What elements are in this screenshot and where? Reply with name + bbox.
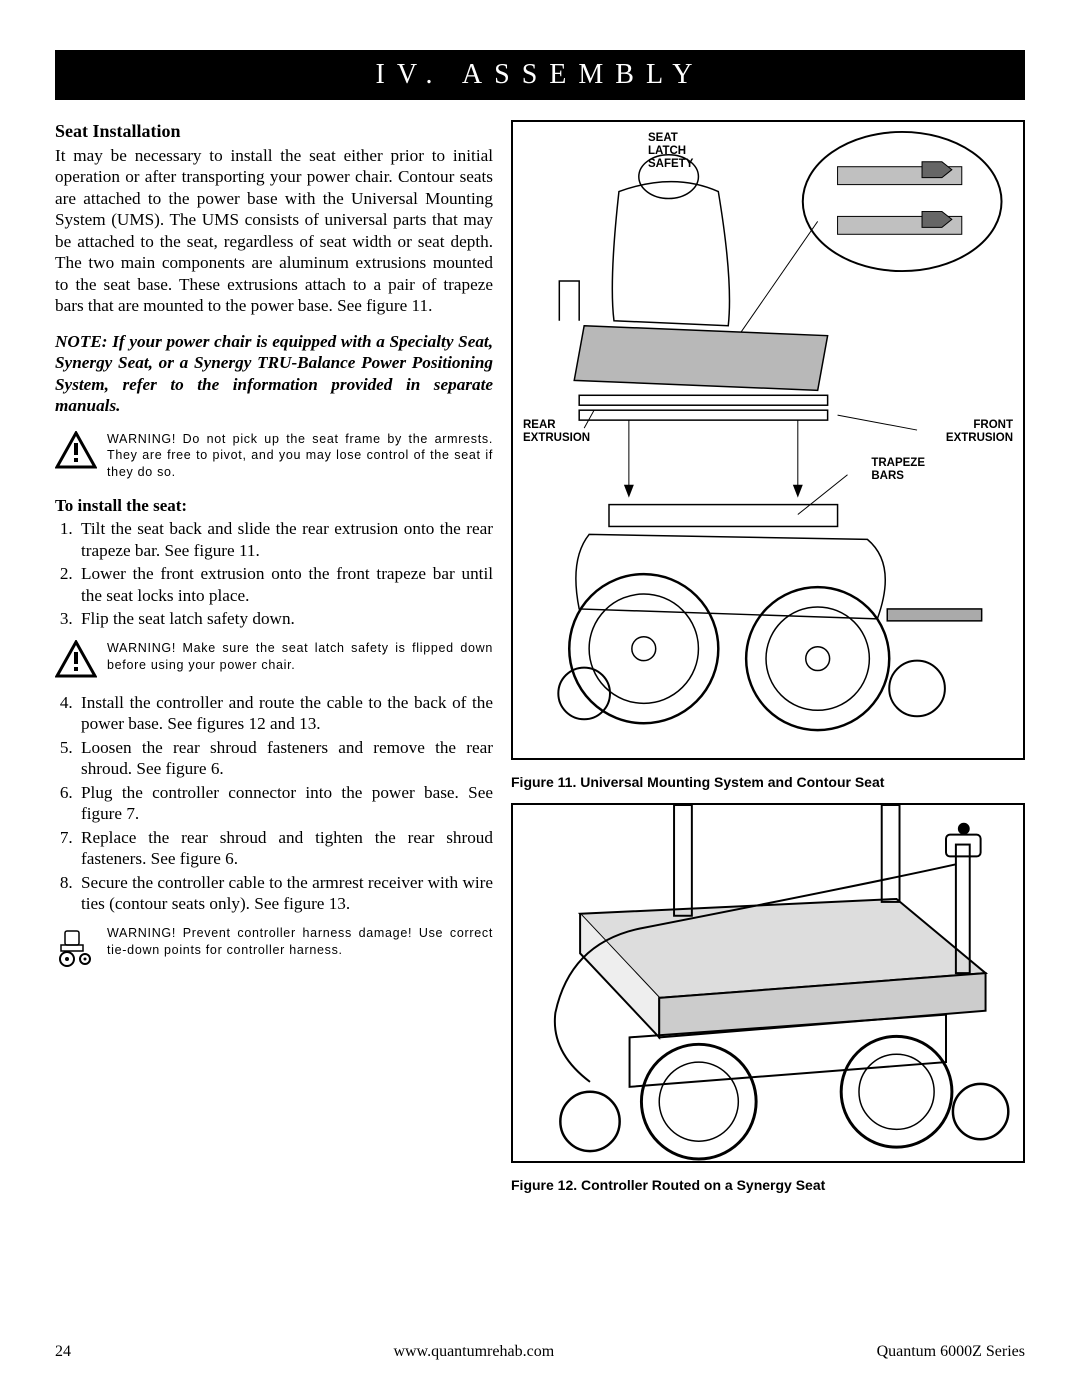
label-seat-latch: SEAT LATCH SAFETY: [648, 132, 693, 172]
section-header: IV. ASSEMBLY: [55, 50, 1025, 100]
steps-list-a: Tilt the seat back and slide the rear ex…: [55, 518, 493, 630]
step-item: Tilt the seat back and slide the rear ex…: [77, 518, 493, 561]
right-column: SEAT LATCH SAFETY REAR EXTRUSION FRONT E…: [511, 120, 1025, 1196]
step-item: Install the controller and route the cab…: [77, 692, 493, 735]
figure-12-caption: Figure 12. Controller Routed on a Synerg…: [511, 1177, 1025, 1194]
figure-11-caption: Figure 11. Universal Mounting System and…: [511, 774, 1025, 791]
step-item: Loosen the rear shroud fasteners and rem…: [77, 737, 493, 780]
step-item: Flip the seat latch safety down.: [77, 608, 493, 630]
note-paragraph: NOTE: If your power chair is equipped wi…: [55, 331, 493, 417]
intro-paragraph: It may be necessary to install the seat …: [55, 145, 493, 317]
warning-block-2: WARNING! Make sure the seat latch safety…: [55, 640, 493, 678]
page-footer: 24 www.quantumrehab.com Quantum 6000Z Se…: [55, 1343, 1025, 1361]
warning-block-3: WARNING! Prevent controller harness dama…: [55, 925, 493, 967]
content-columns: Seat Installation It may be necessary to…: [55, 120, 1025, 1196]
warning-triangle-icon: [55, 640, 97, 678]
label-rear-ext: REAR EXTRUSION: [523, 419, 590, 445]
page-number: 24: [55, 1343, 71, 1361]
figure-11-box: SEAT LATCH SAFETY REAR EXTRUSION FRONT E…: [511, 120, 1025, 760]
step-item: Replace the rear shroud and tighten the …: [77, 827, 493, 870]
warning-triangle-icon: [55, 431, 97, 469]
figure-12-diagram: [513, 805, 1023, 1161]
install-sub-heading: To install the seat:: [55, 495, 493, 516]
seat-install-heading: Seat Installation: [55, 120, 493, 143]
step-item: Plug the controller connector into the p…: [77, 782, 493, 825]
warning-text-1: WARNING! Do not pick up the seat frame b…: [107, 431, 493, 482]
warning-text-2: WARNING! Make sure the seat latch safety…: [107, 640, 493, 674]
warning-block-1: WARNING! Do not pick up the seat frame b…: [55, 431, 493, 482]
step-item: Secure the controller cable to the armre…: [77, 872, 493, 915]
power-chair-icon: [55, 925, 97, 967]
step-item: Lower the front extrusion onto the front…: [77, 563, 493, 606]
label-trapeze: TRAPEZE BARS: [871, 457, 925, 483]
steps-list-b: Install the controller and route the cab…: [55, 692, 493, 915]
footer-url: www.quantumrehab.com: [393, 1343, 554, 1361]
figure-12-box: [511, 803, 1025, 1163]
label-front-ext: FRONT EXTRUSION: [946, 419, 1013, 445]
warning-text-3: WARNING! Prevent controller harness dama…: [107, 925, 493, 959]
footer-series: Quantum 6000Z Series: [877, 1343, 1025, 1361]
left-column: Seat Installation It may be necessary to…: [55, 120, 493, 1196]
